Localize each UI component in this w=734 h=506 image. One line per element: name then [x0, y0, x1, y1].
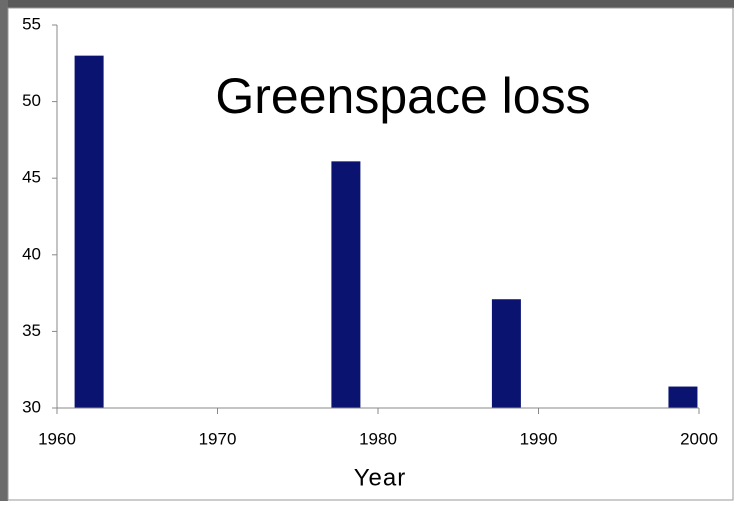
bar	[74, 55, 104, 408]
bar	[668, 386, 698, 408]
chart-title: Greenspace loss	[215, 68, 590, 124]
top-edge	[0, 0, 734, 8]
y-tick-label: 30	[22, 397, 41, 416]
y-tick-label: 45	[22, 168, 41, 187]
y-tick-label: 55	[22, 14, 41, 33]
x-tick-label: 1970	[199, 429, 237, 448]
left-edge	[0, 0, 8, 501]
x-tick-label: 1990	[520, 429, 558, 448]
x-axis-label: Year	[354, 464, 407, 491]
y-tick-label: 50	[22, 91, 41, 110]
y-tick-label: 35	[22, 321, 41, 340]
bar	[491, 299, 521, 408]
x-tick-label: 1960	[38, 429, 76, 448]
chart-frame	[7, 7, 734, 501]
x-tick-label: 1980	[359, 429, 397, 448]
x-tick-label: 2000	[680, 429, 718, 448]
bar	[331, 161, 361, 408]
y-tick-label: 40	[22, 244, 41, 263]
